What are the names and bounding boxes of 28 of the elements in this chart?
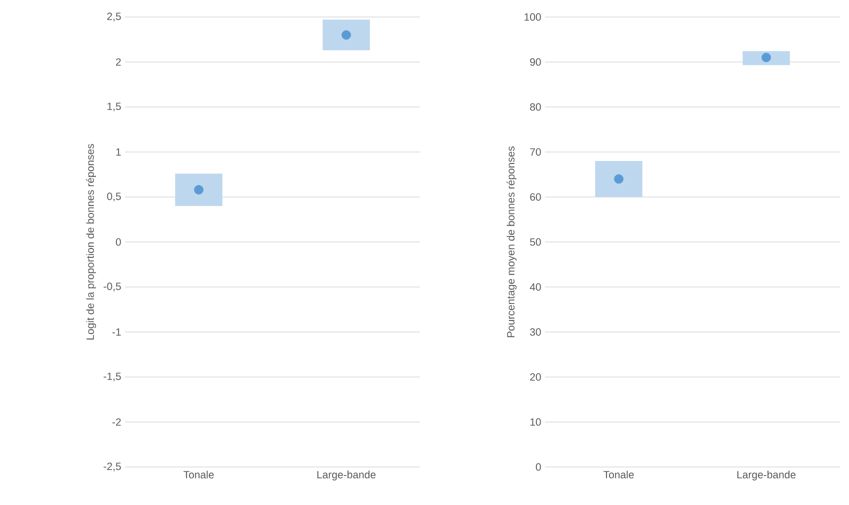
x-tick-label: Tonale — [604, 470, 634, 478]
y-tick-label: 40 — [530, 283, 541, 291]
y-axis-title: Logit de la proportion de bonnes réponses — [86, 144, 96, 340]
y-tick-label: 60 — [530, 193, 541, 201]
x-tick-label: Tonale — [184, 470, 214, 478]
y-tick-label: 90 — [530, 58, 541, 66]
y-tick-label: -1,5 — [104, 372, 121, 382]
y-tick-label: 100 — [524, 13, 541, 21]
y-tick-label: 30 — [530, 328, 541, 336]
y-tick-label: 0 — [116, 238, 121, 246]
y-tick-label: 70 — [530, 148, 541, 156]
y-tick-label: -0,5 — [104, 282, 121, 292]
y-tick-label: 0 — [536, 463, 541, 471]
x-tick-label: Large-bande — [317, 470, 376, 480]
y-axis-title: Pourcentage moyen de bonnes réponses — [506, 146, 517, 338]
y-tick-label: 0,5 — [107, 192, 121, 202]
y-tick-label: 50 — [530, 238, 541, 246]
y-tick-label: 2,5 — [107, 12, 121, 22]
y-tick-label: -2,5 — [104, 462, 121, 472]
y-tick-label: -2 — [112, 418, 121, 426]
y-tick-label: -1 — [112, 328, 121, 336]
y-tick-label: 1 — [116, 148, 121, 156]
x-tick-label: Large-bande — [737, 470, 796, 480]
y-tick-label: 1,5 — [108, 102, 121, 112]
y-tick-label: 2 — [116, 58, 121, 66]
y-tick-label: 80 — [530, 103, 541, 111]
y-tick-label: 20 — [530, 373, 541, 381]
y-tick-label: 10 — [530, 418, 541, 426]
